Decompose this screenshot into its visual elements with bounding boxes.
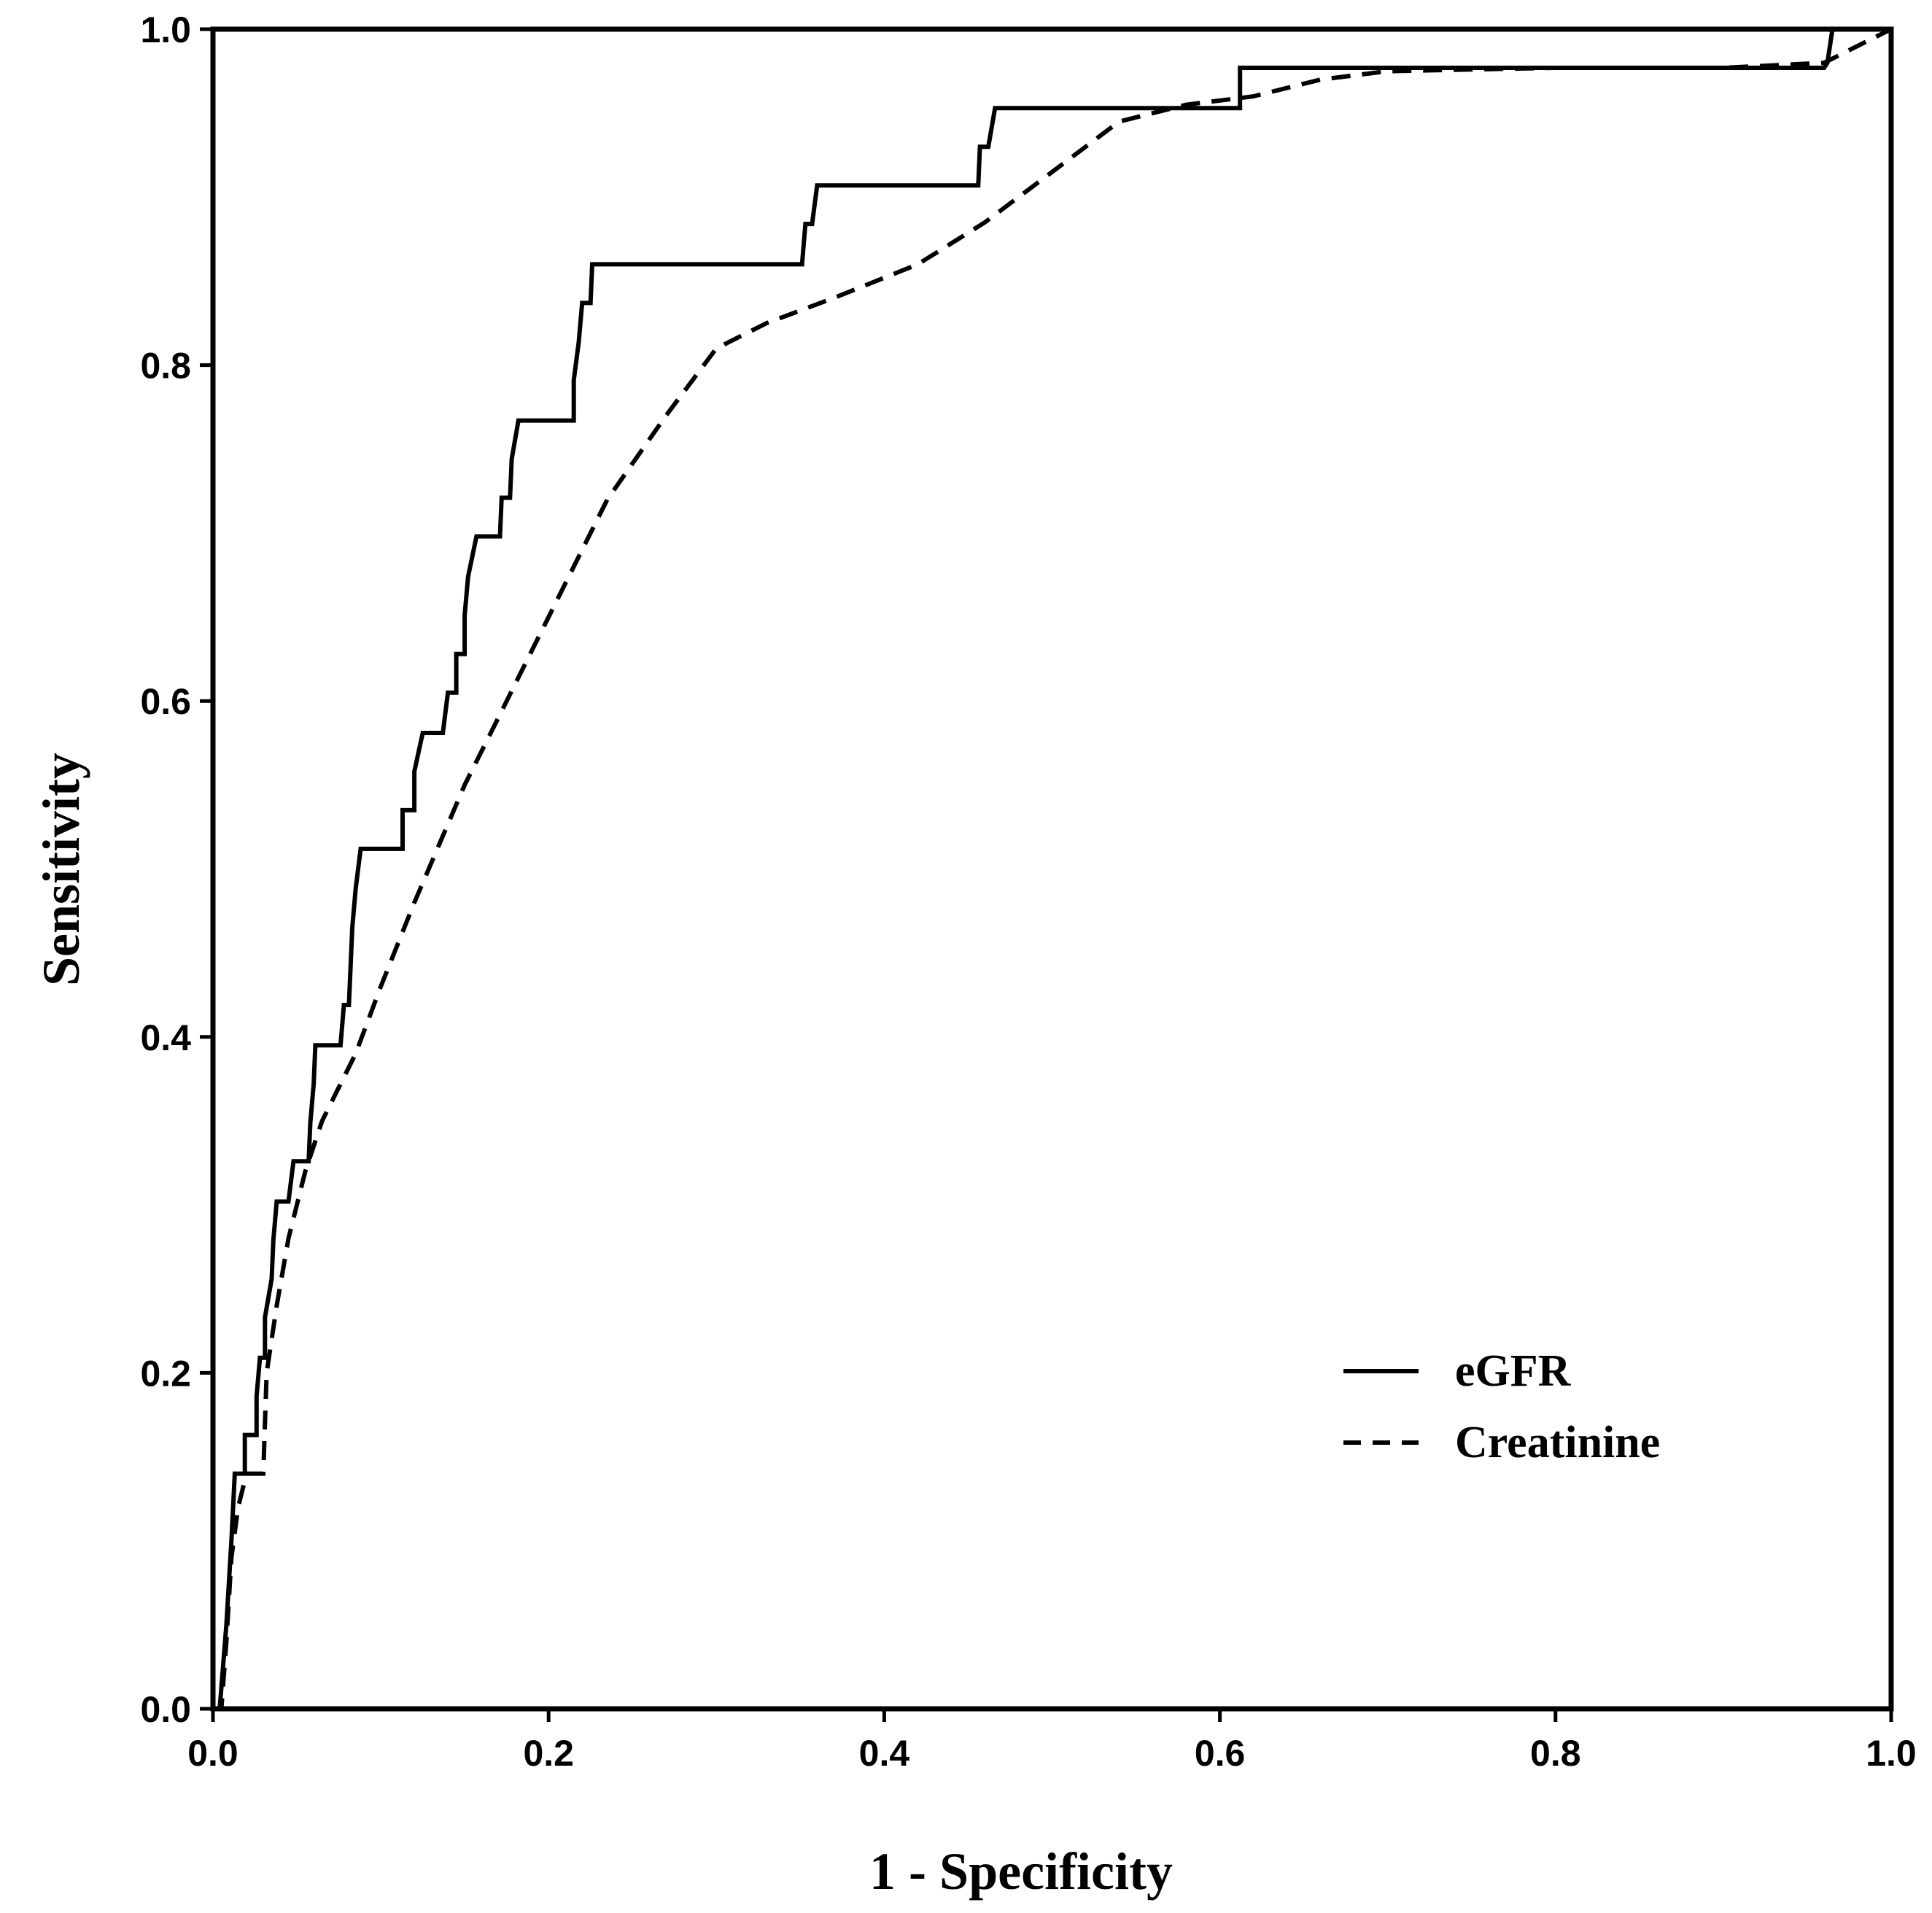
legend: eGFR Creatinine [1343, 1346, 1660, 1467]
series-line-creatinine [213, 27, 1893, 1711]
ticks-layer: 0.0 0.2 0.4 0.6 0.8 1.0 0.0 0.2 0.4 0.6 0.8 1.0 [140, 9, 1916, 1774]
y-tick-label: 0.4 [140, 1017, 191, 1058]
x-tick-label: 0.8 [1530, 1733, 1581, 1774]
legend-label-creatinine: Creatinine [1455, 1418, 1660, 1467]
x-tick-label: 0.2 [523, 1733, 574, 1774]
x-tick-label: 0.4 [859, 1733, 910, 1774]
y-tick-label: 0.0 [140, 1689, 191, 1730]
x-tick-label: 1.0 [1866, 1733, 1917, 1774]
y-axis-title: Sensitivity [32, 753, 90, 986]
legend-label-egfr: eGFR [1455, 1346, 1572, 1396]
y-tick-label: 0.6 [140, 681, 191, 722]
x-tick-label: 0.6 [1195, 1733, 1246, 1774]
plot-area-frame [210, 26, 1894, 1712]
x-axis-title: 1 - Specificity [869, 1842, 1173, 1901]
x-tick-label: 0.0 [187, 1733, 238, 1774]
y-tick-label: 0.2 [140, 1353, 191, 1394]
series-layer [213, 27, 1893, 1711]
y-tick-label: 1.0 [140, 9, 191, 50]
series-line-egfr [213, 27, 1891, 1711]
y-tick-label: 0.8 [140, 346, 191, 387]
